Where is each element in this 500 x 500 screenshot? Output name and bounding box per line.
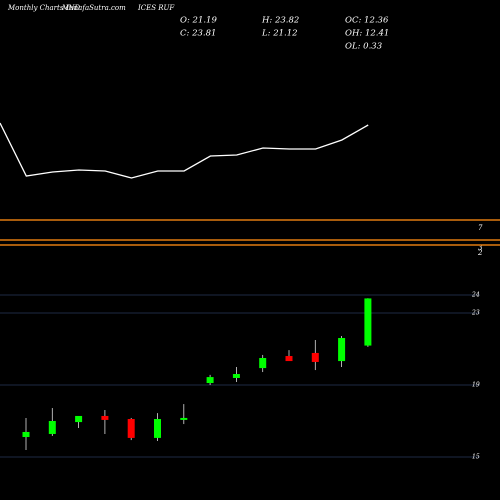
y-tick-label: 23: [471, 310, 480, 317]
stat: OH: 12.41: [345, 29, 389, 39]
candle-body: [180, 417, 188, 420]
candle-body: [364, 298, 372, 346]
level-label: 2: [477, 249, 483, 257]
indicator-line: [0, 122, 369, 179]
symbol-label: ICES RUF: [137, 4, 175, 12]
candle-body: [75, 415, 83, 423]
site-label: Monthly Charts IND: [7, 4, 81, 12]
stat: H: 23.82: [261, 16, 299, 26]
stat: OL: 0.33: [345, 42, 382, 52]
stat: OC: 12.36: [345, 16, 389, 26]
candle-body: [48, 421, 56, 434]
y-tick-label: 19: [472, 382, 480, 389]
candle-body: [154, 419, 161, 438]
candle-body: [206, 377, 214, 384]
brand-label: MunafaSutra.com: [61, 4, 126, 12]
y-tick-label: 24: [471, 292, 480, 299]
candle-body: [127, 419, 135, 438]
candle-body: [311, 352, 319, 362]
stat: O: 21.19: [180, 16, 217, 26]
candle-body: [232, 374, 240, 378]
candle-body: [259, 358, 267, 369]
level-label: 3: [478, 244, 483, 252]
level-label: 7: [478, 224, 483, 232]
candle-body: [22, 431, 30, 438]
stat: C: 23.81: [180, 29, 216, 39]
stat: L: 21.12: [261, 29, 298, 39]
y-tick-label: 15: [472, 454, 480, 461]
candle-body: [101, 415, 109, 420]
candle-body: [338, 338, 346, 362]
candle-body: [285, 356, 293, 362]
